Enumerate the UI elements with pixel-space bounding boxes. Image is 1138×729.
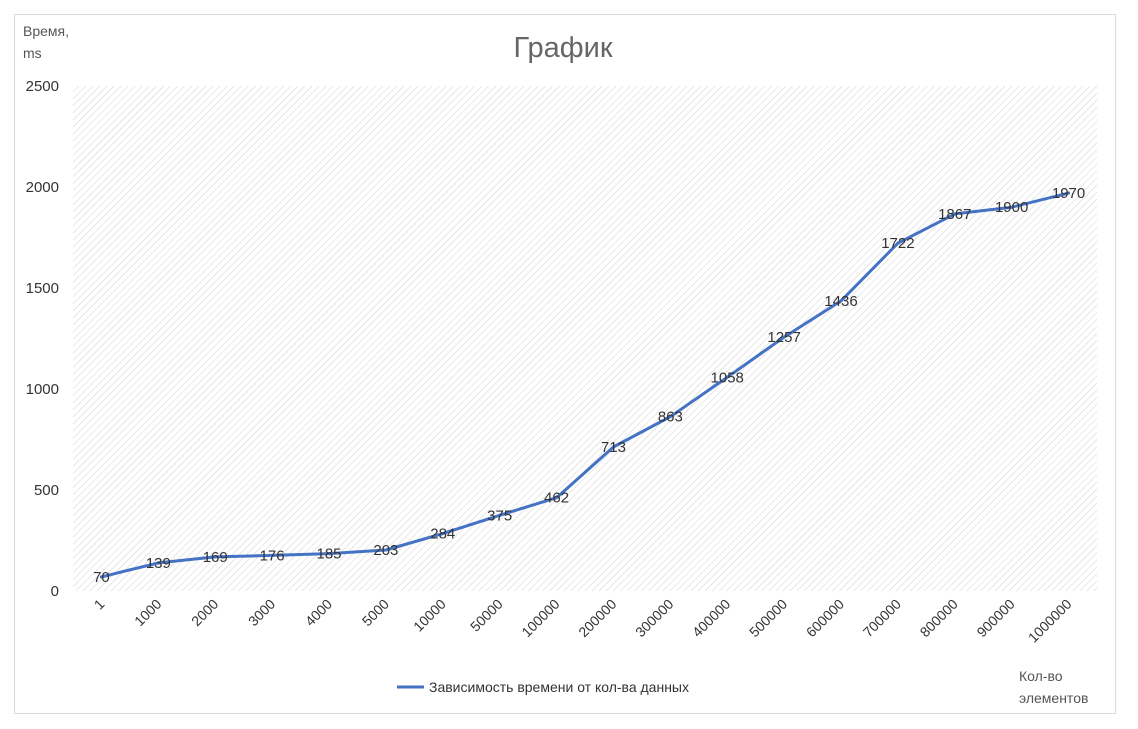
data-point [611, 445, 615, 449]
y-axis-title-unit: ms [23, 45, 42, 61]
data-point [668, 415, 672, 419]
x-axis-title-unit: элементов [1019, 690, 1088, 706]
x-tick-label: 300000 [632, 596, 676, 640]
x-tick-label: 500000 [746, 596, 790, 640]
x-tick-label: 100000 [518, 596, 562, 640]
y-tick-label: 1000 [26, 381, 59, 398]
data-point [327, 552, 331, 556]
data-label: 203 [373, 542, 398, 559]
data-label: 70 [93, 569, 110, 586]
x-tick-label: 1000 [131, 596, 164, 629]
data-label: 462 [544, 490, 569, 507]
y-tick-label: 500 [34, 482, 59, 499]
data-label: 185 [316, 546, 341, 563]
legend-label: Зависимость времени от кол-ва данных [429, 679, 689, 695]
data-point [213, 555, 217, 559]
plot-area [73, 86, 1097, 591]
line-chart: График Время, ms Кол-во элементов 050010… [23, 23, 1097, 706]
x-tick-label: 900000 [973, 596, 1017, 640]
y-tick-label: 2500 [26, 78, 59, 95]
data-point [896, 241, 900, 245]
data-point [99, 575, 103, 579]
x-tick-label: 4000 [302, 596, 335, 629]
x-tick-label: 5000 [359, 596, 392, 629]
x-axis-ticks: 1 1000 2000 3000 4000 5000 10000 50000 100000 200… [91, 596, 1075, 646]
data-label: 284 [430, 526, 455, 543]
data-label: 713 [601, 439, 626, 456]
data-label: 169 [203, 549, 228, 566]
data-label: 1970 [1052, 185, 1085, 202]
chart-frame: График Время, ms Кол-во элементов 0 500 10… [14, 14, 1116, 714]
data-label: 139 [146, 555, 171, 572]
data-label: 1436 [824, 293, 857, 310]
data-label: 1867 [938, 206, 971, 223]
data-point [270, 553, 274, 557]
y-tick-label: 2000 [26, 179, 59, 196]
data-label: 1722 [881, 235, 914, 252]
data-labels: 70 139 169 176 185 203 284 375 462 713 863 1058 1257… [93, 185, 1085, 586]
legend: Зависимость времени от кол-ва данных [397, 679, 689, 695]
data-point [498, 513, 502, 517]
data-point [441, 532, 445, 536]
x-tick-label: 1 [91, 596, 108, 613]
data-point [839, 299, 843, 303]
x-tick-label: 50000 [467, 596, 506, 635]
data-label: 863 [658, 409, 683, 426]
x-tick-label: 400000 [689, 596, 733, 640]
data-point [1010, 205, 1014, 209]
data-label: 375 [487, 507, 512, 524]
data-point [156, 561, 160, 565]
data-point [953, 212, 957, 216]
x-tick-label: 700000 [860, 596, 904, 640]
x-tick-label: 2000 [188, 596, 221, 629]
x-axis-title: Кол-во [1019, 668, 1063, 684]
x-tick-label: 600000 [803, 596, 847, 640]
data-point [782, 335, 786, 339]
y-axis-title: Время, [23, 23, 69, 39]
data-point [1067, 191, 1071, 195]
x-tick-label: 1000000 [1025, 596, 1075, 646]
x-tick-label: 200000 [575, 596, 619, 640]
series-layer [99, 191, 1071, 579]
x-tick-label: 800000 [917, 596, 961, 640]
data-point [384, 548, 388, 552]
y-axis-ticks: 0 500 1000 1500 2000 2500 [26, 78, 59, 600]
data-label: 1058 [711, 369, 744, 386]
data-label: 176 [260, 547, 285, 564]
data-point [725, 375, 729, 379]
x-tick-label: 3000 [245, 596, 278, 629]
y-tick-label: 1500 [26, 280, 59, 297]
data-label: 1900 [995, 199, 1028, 216]
x-tick-label: 10000 [410, 596, 449, 635]
series-line [99, 191, 1071, 579]
data-point [555, 496, 559, 500]
data-label: 1257 [767, 329, 800, 346]
chart-title: График [513, 32, 612, 64]
y-tick-label: 0 [51, 583, 59, 600]
